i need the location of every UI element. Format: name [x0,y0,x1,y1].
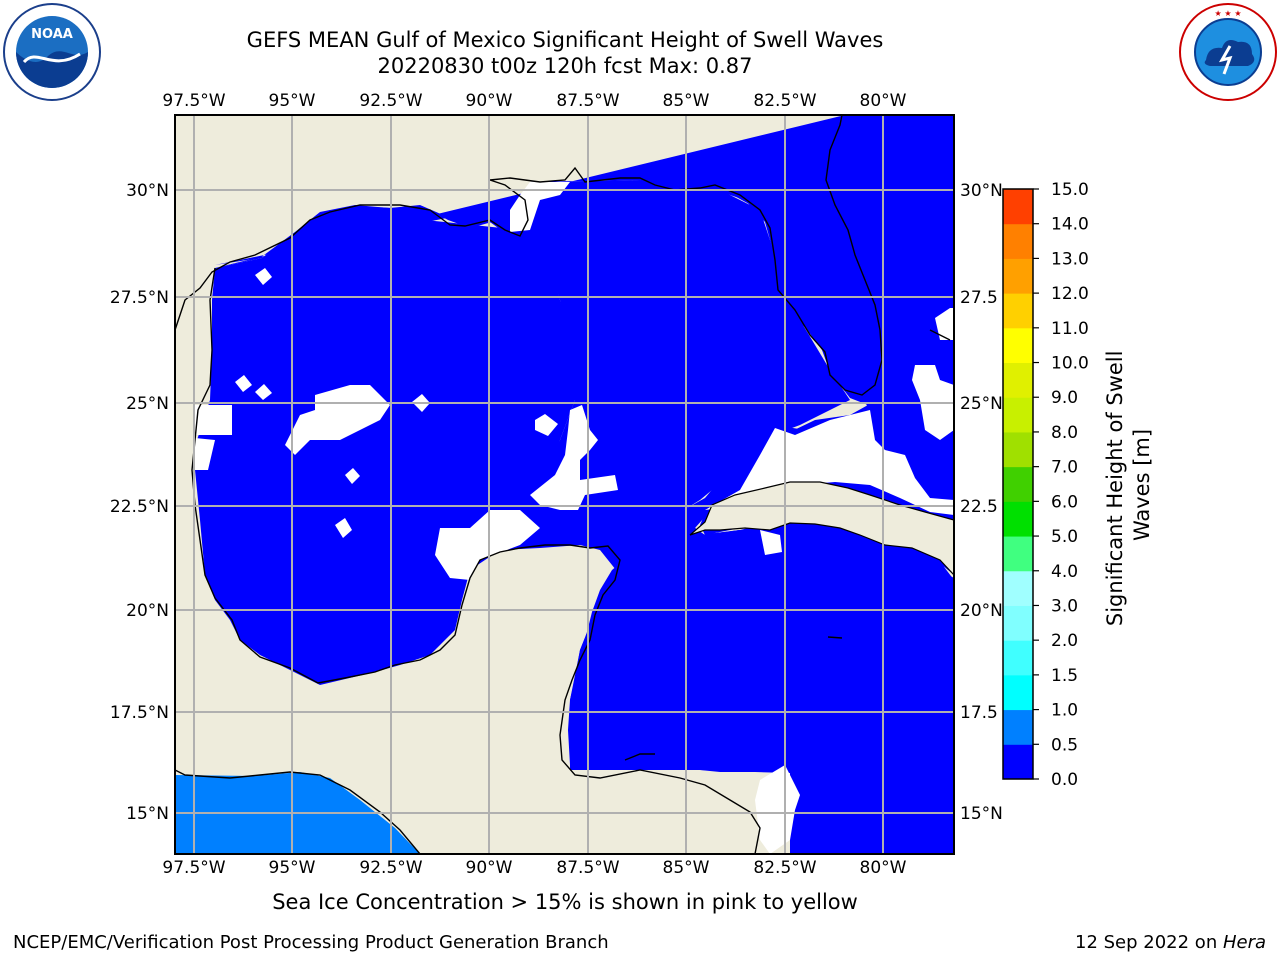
colorbar-tick-label: 14.0 [1051,215,1089,235]
colorbar-tick-label: 12.0 [1051,284,1089,304]
colorbar-tick-label: 9.0 [1051,388,1078,408]
colorbar-segment [1003,501,1033,537]
generation-date: 12 Sep 2022 on Hera [1075,932,1266,953]
lat-label: 20°N [960,601,1003,621]
producer-credit: NCEP/EMC/Verification Post Processing Pr… [13,932,609,953]
colorbar-segment [1003,397,1033,433]
chart-title: GEFS MEAN Gulf of Mexico Significant Hei… [246,28,884,52]
nws-logo-icon: ★ ★ ★ [1179,3,1277,101]
colorbar-segment [1003,327,1033,364]
lon-label: 87.5°W [556,91,619,111]
lat-label: 30°N [960,181,1003,201]
lon-labels-top: 97.5°W 95°W 92.5°W 90°W 87.5°W 85°W 82.5… [162,91,906,111]
colorbar-segment [1003,640,1033,676]
lon-label: 87.5°W [556,858,619,878]
lon-label: 82.5°W [753,91,816,111]
lat-label: 25°N [960,394,1003,414]
colorbar-tick-label: 0.0 [1051,770,1078,790]
colorbar-segment [1003,744,1033,780]
colorbar-tick-label: 6.0 [1051,492,1078,512]
lat-label: 22.5°N [110,497,169,517]
lon-label: 85°W [663,858,710,878]
lat-label: 20°N [126,601,169,621]
colorbar-segment [1003,223,1033,259]
colorbar-tick-label: 1.5 [1051,666,1078,686]
colorbar-segment [1003,674,1033,711]
colorbar-tick-label: 10.0 [1051,354,1089,374]
lon-label: 85°W [663,91,710,111]
lon-label: 90°W [466,858,513,878]
colorbar-label: Significant Height of Swell Waves [m] [1103,344,1154,626]
lat-label: 17.5 [960,703,998,723]
colorbar-segment [1003,293,1033,329]
colorbar-tick-label: 3.0 [1051,596,1078,616]
map-panel [175,115,954,854]
colorbar-tick-label: 15.0 [1051,180,1089,200]
lat-label: 15°N [126,804,169,824]
colorbar: 0.0 0.5 1.0 1.5 2.0 3.0 4.0 5.0 6.0 7.0 8.0 9.0 10.0… [1002,180,1089,790]
svg-text:★ ★ ★: ★ ★ ★ [1214,9,1241,18]
colorbar-segment [1003,362,1033,398]
lon-label: 97.5°W [162,858,225,878]
colorbar-segment [1003,570,1033,606]
noaa-logo-text: NOAA [31,27,73,42]
colorbar-segment [1003,189,1033,225]
lat-labels-left: 30°N 27.5°N 25°N 22.5°N 20°N 17.5°N 15°N [110,181,169,824]
map-frame [174,114,955,855]
colorbar-tick-label: 13.0 [1051,249,1089,269]
colorbar-tick-label: 5.0 [1051,527,1078,547]
lat-label: 17.5°N [110,703,169,723]
colorbar-tick-label: 1.0 [1051,701,1078,721]
colorbar-segment [1003,258,1033,294]
lon-label: 80°W [860,91,907,111]
colorbar-segment [1003,466,1033,502]
sea-ice-note: Sea Ice Concentration > 15% is shown in … [272,890,858,914]
lat-label: 22.5 [960,497,998,517]
lon-label: 92.5°W [359,858,422,878]
lon-label: 97.5°W [162,91,225,111]
colorbar-segment [1003,605,1033,641]
colorbar-segment [1003,431,1033,468]
lon-label: 80°W [860,858,907,878]
lon-label: 95°W [269,91,316,111]
noaa-logo-icon: NOAA [3,3,101,101]
lon-label: 90°W [466,91,513,111]
colorbar-segment [1003,536,1033,572]
chart-subtitle: 20220830 t00z 120h fcst Max: 0.87 [377,54,753,78]
lon-label: 82.5°W [753,858,816,878]
lat-label: 27.5 [960,288,998,308]
colorbar-tick-label: 0.5 [1051,735,1078,755]
central-gulf [470,180,850,770]
lon-labels-bottom: 97.5°W 95°W 92.5°W 90°W 87.5°W 85°W 82.5… [162,858,906,878]
colorbar-tick-label: 2.0 [1051,631,1078,651]
lat-labels-right: 30°N 27.5 25°N 22.5 20°N 17.5 15°N [960,181,1003,824]
lat-label: 25°N [126,394,169,414]
colorbar-segment [1003,709,1033,745]
lon-label: 92.5°W [359,91,422,111]
lat-label: 30°N [126,181,169,201]
caribbean-sea [570,522,954,854]
colorbar-tick-label: 7.0 [1051,458,1078,478]
lat-label: 15°N [960,804,1003,824]
lon-label: 95°W [269,858,316,878]
colorbar-tick-label: 4.0 [1051,562,1078,582]
graticule [175,115,954,854]
colorbar-tick-label: 11.0 [1051,319,1089,339]
western-gulf [195,210,575,685]
colorbar-frame [1002,188,1034,780]
colorbar-tick-label: 8.0 [1051,423,1078,443]
lat-label: 27.5°N [110,288,169,308]
